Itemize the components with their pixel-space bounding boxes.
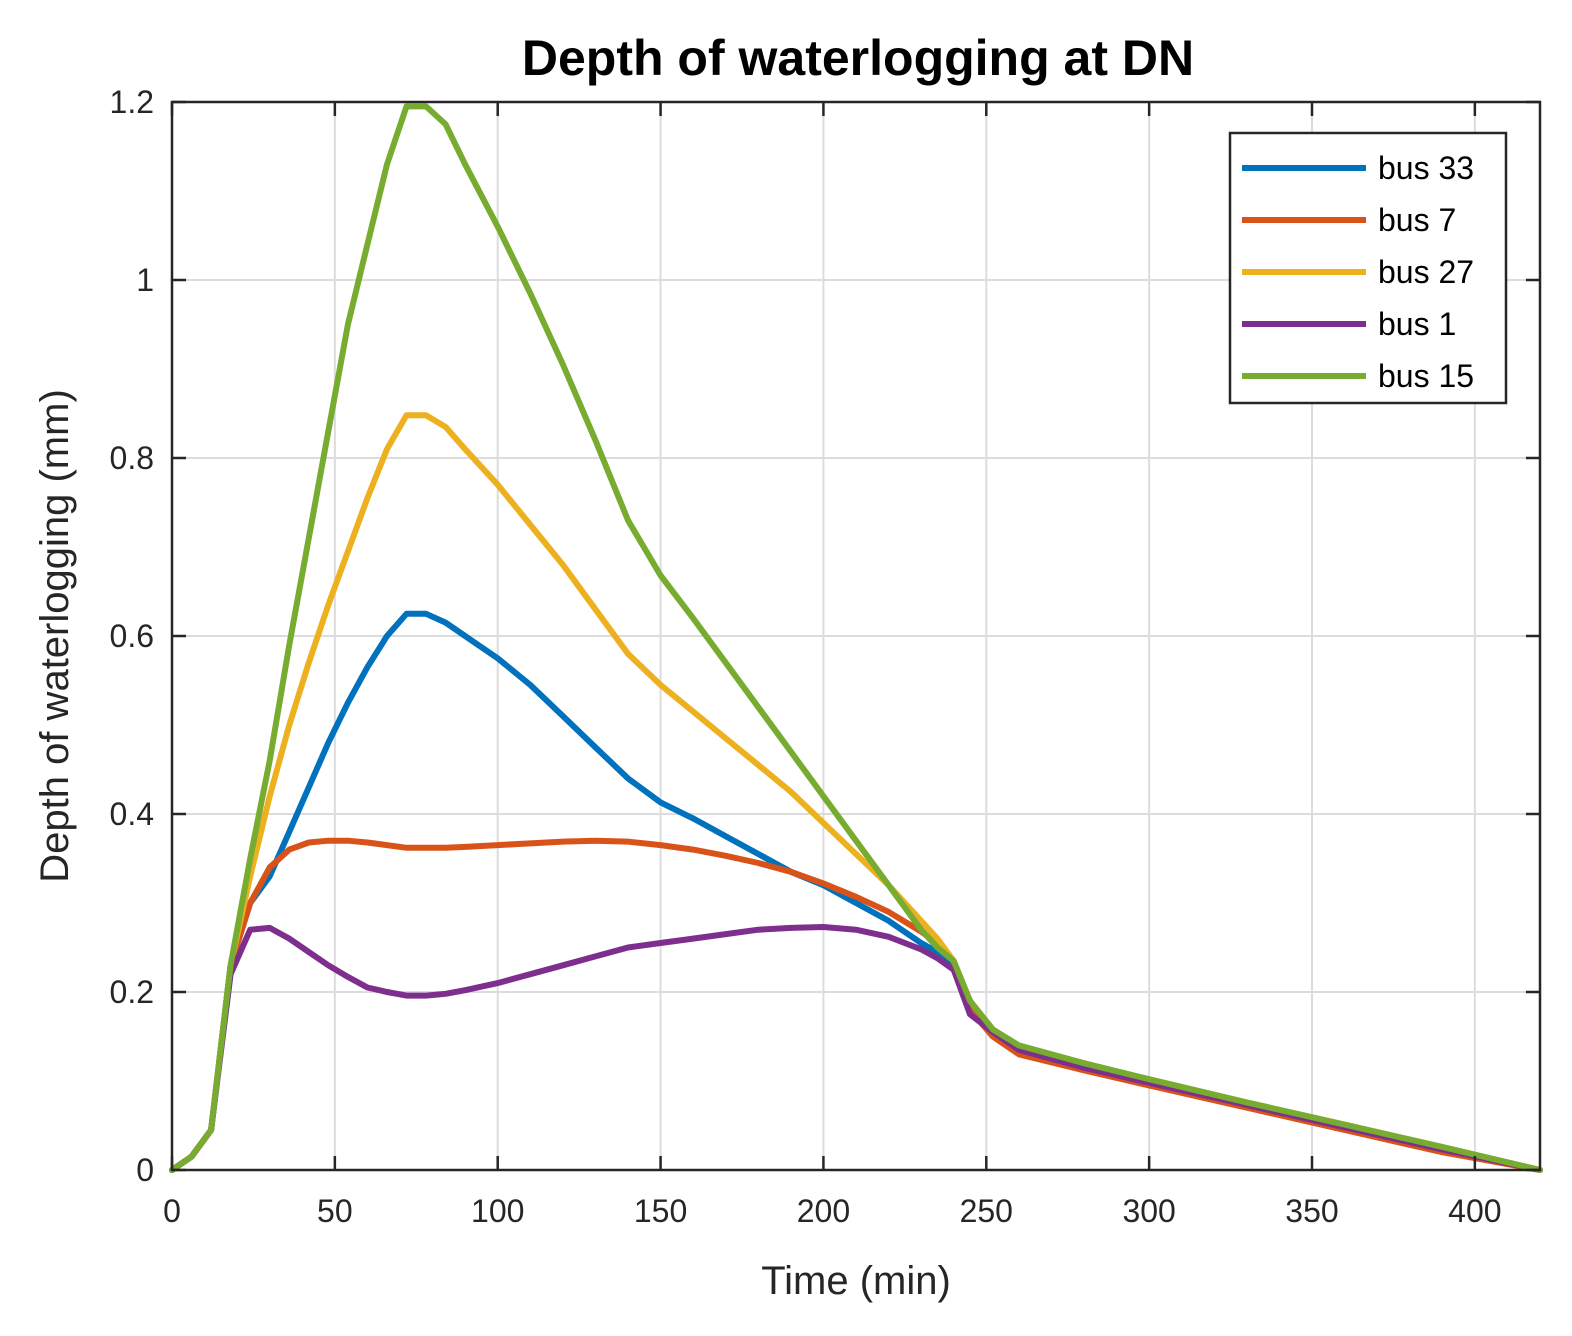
x-axis-label: Time (min) — [761, 1259, 951, 1303]
y-tick-label: 0.2 — [110, 974, 154, 1010]
y-tick-label: 0.4 — [110, 796, 154, 832]
y-tick-label: 1.2 — [110, 84, 154, 120]
x-tick-label: 200 — [797, 1193, 850, 1229]
y-axis-tick-labels: 0 0.2 0.4 0.6 0.8 1 1.2 — [110, 84, 154, 1188]
y-tick-label: 0.6 — [110, 618, 154, 654]
x-tick-label: 350 — [1285, 1193, 1338, 1229]
legend-label-bus-15: bus 15 — [1378, 358, 1474, 394]
legend: bus 33 bus 7 bus 27 bus 1 bus 15 — [1228, 131, 1508, 405]
series-line-bus-1 — [169, 924, 1543, 1173]
legend-label-bus-7: bus 7 — [1378, 202, 1456, 238]
legend-box — [1228, 131, 1508, 405]
legend-label-bus-27: bus 27 — [1378, 254, 1474, 290]
x-tick-label: 400 — [1448, 1193, 1501, 1229]
series-line-bus-33 — [169, 610, 1543, 1173]
x-tick-label: 250 — [960, 1193, 1013, 1229]
x-tick-label: 150 — [634, 1193, 687, 1229]
x-tick-label: 0 — [163, 1193, 181, 1229]
legend-label-bus-1: bus 1 — [1378, 306, 1456, 342]
legend-label-bus-33: bus 33 — [1378, 150, 1474, 186]
y-tick-label: 0.8 — [110, 440, 154, 476]
x-tick-label: 100 — [471, 1193, 524, 1229]
y-axis-label: Depth of waterlogging (mm) — [33, 389, 77, 883]
series-line-bus-7 — [169, 837, 1543, 1173]
data-series — [169, 103, 1543, 1173]
chart-title: Depth of waterlogging at DN — [522, 30, 1194, 86]
x-axis-tick-labels: 0 50 100 150 200 250 300 350 400 — [163, 1193, 1501, 1229]
axis-ticks — [170, 100, 1540, 1172]
series-line-bus-27 — [169, 412, 1543, 1173]
x-tick-label: 300 — [1122, 1193, 1175, 1229]
x-tick-label: 50 — [317, 1193, 353, 1229]
y-tick-label: 1 — [136, 262, 154, 298]
y-tick-label: 0 — [136, 1152, 154, 1188]
series-line-bus-15 — [169, 103, 1543, 1173]
